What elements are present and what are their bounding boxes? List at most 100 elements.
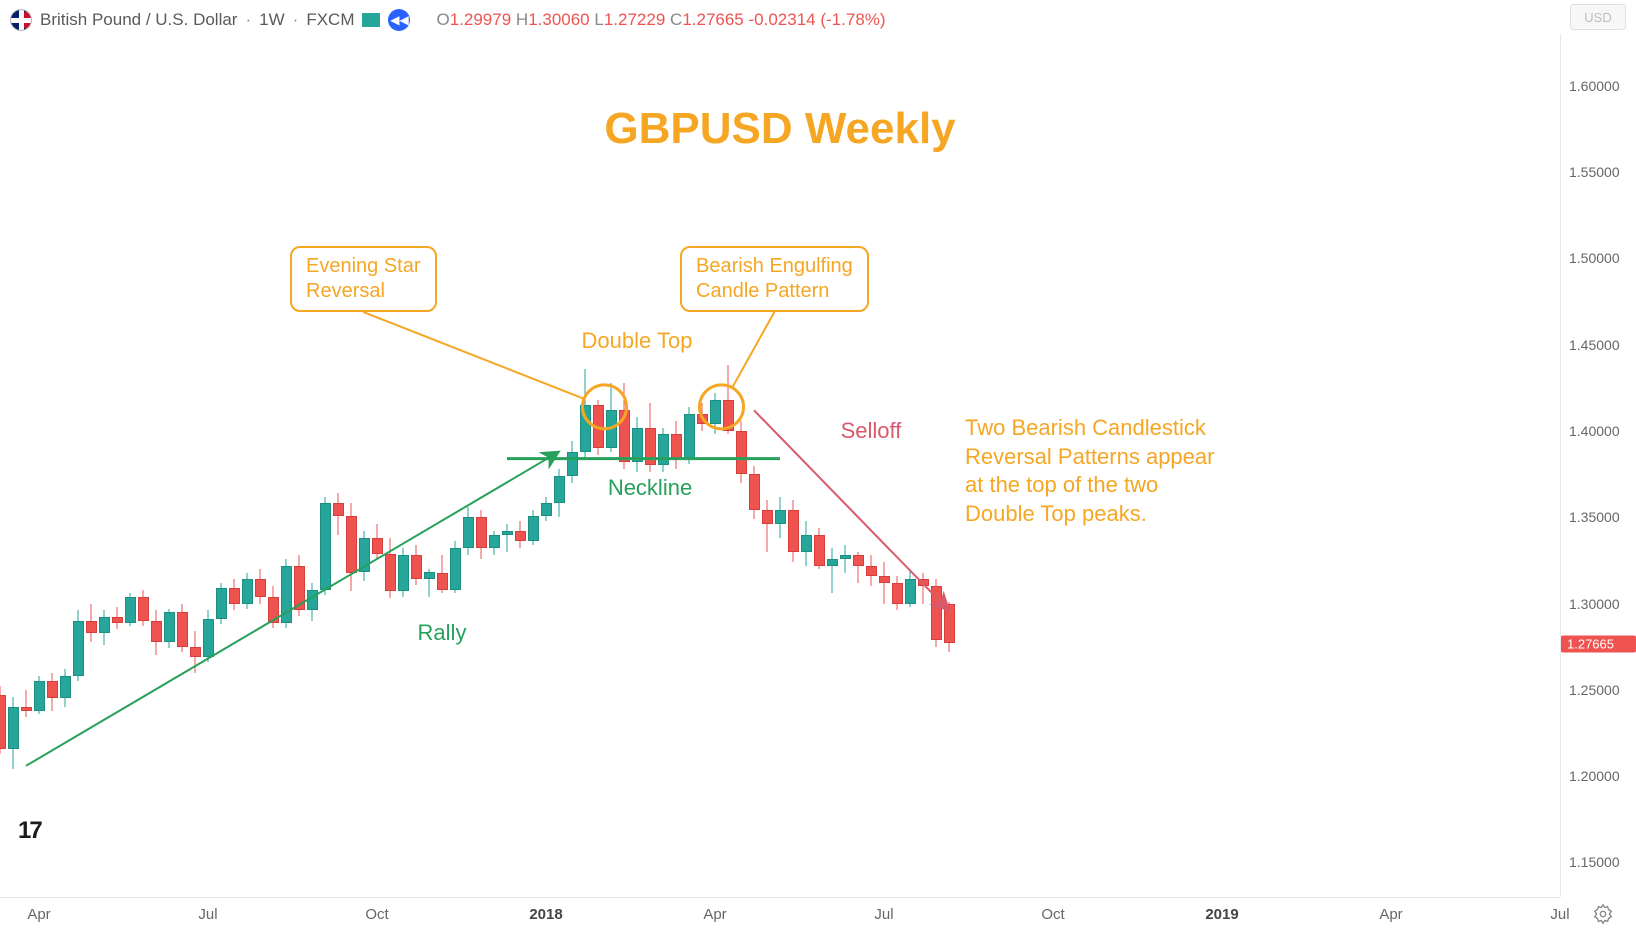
time-tick: Apr: [27, 906, 50, 923]
bearish-engulfing-callout: Bearish EngulfingCandle Pattern: [680, 246, 869, 312]
candlestick: [918, 573, 929, 604]
exchange: FXCM: [306, 10, 354, 30]
candlestick: [931, 579, 942, 646]
time-tick: Oct: [1041, 906, 1064, 923]
rally-label: Rally: [418, 620, 467, 646]
candlestick: [814, 528, 825, 569]
time-tick: Apr: [703, 906, 726, 923]
market-status-icon: [362, 13, 380, 27]
evening-star-callout: Evening StarReversal: [290, 246, 437, 312]
candlestick: [801, 521, 812, 566]
candlestick: [606, 383, 617, 452]
candlestick: [853, 552, 864, 583]
candlestick: [8, 697, 19, 769]
candlestick: [294, 555, 305, 615]
candlestick: [86, 604, 97, 642]
price-tick: 1.25000: [1561, 682, 1636, 698]
time-axis[interactable]: AprJulOct2018AprJulOct2019AprJul: [0, 897, 1560, 933]
candlestick: [0, 686, 6, 753]
candlestick: [489, 531, 500, 555]
candlestick: [697, 403, 708, 431]
candlestick: [541, 497, 552, 521]
candlestick: [229, 579, 240, 610]
currency-selector[interactable]: USD: [1570, 4, 1626, 30]
candlestick: [411, 545, 422, 585]
candlestick: [645, 403, 656, 472]
candlestick: [567, 441, 578, 482]
price-tick: 1.40000: [1561, 423, 1636, 439]
time-tick: 2018: [529, 906, 562, 923]
candlestick: [99, 610, 110, 645]
time-tick: Jul: [198, 906, 217, 923]
candlestick: [892, 576, 903, 611]
interval[interactable]: 1W: [259, 10, 285, 30]
candlestick: [125, 593, 136, 626]
candlestick: [34, 676, 45, 714]
candlestick: [177, 604, 188, 652]
candlestick: [333, 493, 344, 534]
candlestick: [554, 469, 565, 517]
candlestick: [502, 524, 513, 552]
neckline-label: Neckline: [608, 475, 692, 501]
candlestick: [385, 538, 396, 598]
symbol-name[interactable]: British Pound / U.S. Dollar: [40, 10, 237, 30]
candlestick: [372, 524, 383, 559]
candlestick: [879, 562, 890, 603]
candlestick: [437, 555, 448, 593]
chart-pane[interactable]: GBPUSD Weekly Double TopNecklineRallySel…: [0, 34, 1560, 897]
candlestick: [346, 503, 357, 591]
candlestick: [762, 500, 773, 552]
candlestick: [164, 609, 175, 649]
candlestick: [658, 428, 669, 473]
candlestick: [944, 602, 955, 652]
candlestick: [515, 521, 526, 549]
candlestick: [398, 548, 409, 596]
candlestick: [528, 510, 539, 545]
candlestick: [619, 383, 630, 469]
candlestick: [476, 510, 487, 558]
candlestick: [710, 393, 721, 434]
candlestick: [268, 586, 279, 627]
candlestick: [788, 500, 799, 562]
time-tick: Jul: [874, 906, 893, 923]
candlestick: [463, 507, 474, 555]
replay-icon[interactable]: ◀◀: [388, 9, 410, 31]
candlestick: [866, 555, 877, 586]
tradingview-logo: 1 7: [18, 817, 41, 845]
candlestick: [307, 583, 318, 621]
symbol-flag-icon: [10, 9, 32, 31]
candlestick: [723, 365, 734, 434]
candlestick: [320, 497, 331, 595]
price-tick: 1.55000: [1561, 164, 1636, 180]
chart-header: British Pound / U.S. Dollar · 1W · FXCM …: [10, 6, 1626, 34]
current-price-label: 1.27665: [1561, 635, 1636, 652]
candlestick: [242, 573, 253, 609]
candlestick: [775, 497, 786, 538]
candlestick: [190, 631, 201, 672]
time-tick: Jul: [1550, 906, 1569, 923]
candlestick: [47, 673, 58, 711]
candlestick: [255, 569, 266, 604]
chart-title: GBPUSD Weekly: [604, 104, 955, 154]
candlestick: [736, 421, 747, 483]
price-tick: 1.15000: [1561, 854, 1636, 870]
candlestick: [593, 400, 604, 455]
separator-dot: ·: [245, 10, 251, 30]
candlestick: [580, 369, 591, 459]
candlestick: [632, 417, 643, 472]
separator-dot: ·: [293, 10, 299, 30]
candlestick: [21, 690, 32, 718]
candlestick: [671, 421, 682, 469]
candlestick: [359, 531, 370, 581]
explanation-text: Two Bearish CandlestickReversal Patterns…: [965, 414, 1214, 528]
time-tick: Apr: [1379, 906, 1402, 923]
candlestick: [905, 569, 916, 607]
candlestick: [138, 590, 149, 626]
price-tick: 1.20000: [1561, 768, 1636, 784]
price-tick: 1.30000: [1561, 596, 1636, 612]
price-axis[interactable]: 1.600001.550001.500001.450001.400001.350…: [1560, 34, 1636, 897]
candlestick: [424, 569, 435, 597]
ohlc-readout: O1.29979 H1.30060 L1.27229 C1.27665 -0.0…: [436, 10, 885, 30]
settings-icon[interactable]: [1592, 903, 1614, 925]
candlestick: [216, 583, 227, 624]
